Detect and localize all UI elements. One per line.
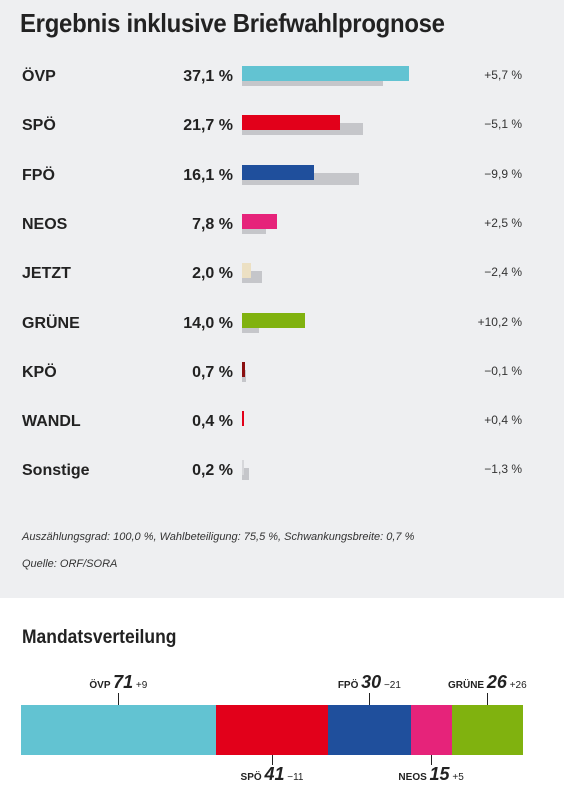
result-row-ovp: ÖVP 37,1 % +5,7 % bbox=[0, 64, 564, 94]
seat-label-tick bbox=[272, 755, 273, 765]
current-result-bar bbox=[242, 214, 278, 229]
percent-value: 16,1 % bbox=[183, 167, 233, 184]
percent-value: 0,7 % bbox=[192, 364, 233, 381]
seat-label-tick bbox=[118, 693, 119, 705]
previous-result-bar bbox=[242, 468, 249, 480]
seat-party-name: GRÜNE bbox=[447, 680, 487, 691]
seat-count: 26 bbox=[486, 672, 507, 692]
seat-label-neos: NEOS 15 +5 bbox=[398, 764, 463, 785]
party-name: SPÖ bbox=[22, 117, 56, 134]
result-row-sonstige: Sonstige 0,2 % −1,3 % bbox=[0, 458, 564, 488]
seat-party-name: SPÖ bbox=[240, 772, 265, 783]
percent-value: 0,2 % bbox=[192, 462, 233, 479]
source: Quelle: ORF/SORA bbox=[22, 558, 118, 570]
seat-label-fpo: FPÖ 30 −21 bbox=[338, 672, 401, 693]
current-result-bar bbox=[242, 313, 306, 328]
party-name: WANDL bbox=[22, 413, 81, 430]
results-panel: Ergebnis inklusive Briefwahlprognose ÖVP… bbox=[0, 0, 564, 598]
seat-count: 30 bbox=[361, 672, 382, 692]
seat-distribution-bar bbox=[21, 705, 523, 755]
seat-change: −11 bbox=[284, 772, 304, 783]
seat-count: 41 bbox=[264, 764, 285, 784]
seat-label-tick bbox=[431, 755, 432, 765]
seat-segment-neos bbox=[410, 705, 452, 755]
change-value: +0,4 % bbox=[484, 413, 522, 427]
seat-change: +9 bbox=[133, 680, 148, 691]
result-row-jetzt: JETZT 2,0 % −2,4 % bbox=[0, 261, 564, 291]
percent-value: 21,7 % bbox=[183, 117, 233, 134]
current-result-bar bbox=[242, 66, 409, 81]
seat-label-grune: GRÜNE 26 +26 bbox=[448, 672, 527, 693]
current-result-bar bbox=[242, 263, 251, 278]
seat-change: −21 bbox=[381, 680, 401, 691]
seat-count: 15 bbox=[429, 764, 450, 784]
seat-label-tick bbox=[487, 693, 488, 705]
percent-value: 14,0 % bbox=[183, 315, 233, 332]
seat-change: +26 bbox=[506, 680, 527, 691]
seat-segment-fpo bbox=[328, 705, 411, 755]
seat-party-name: FPÖ bbox=[337, 680, 362, 691]
result-row-kpo: KPÖ 0,7 % −0,1 % bbox=[0, 360, 564, 390]
change-value: +10,2 % bbox=[477, 315, 522, 329]
result-row-grune: GRÜNE 14,0 % +10,2 % bbox=[0, 311, 564, 341]
party-name: FPÖ bbox=[22, 167, 55, 184]
current-result-bar bbox=[242, 460, 244, 475]
seat-segment-ovp bbox=[21, 705, 216, 755]
result-row-spo: SPÖ 21,7 % −5,1 % bbox=[0, 113, 564, 143]
change-value: −5,1 % bbox=[484, 117, 522, 131]
seat-party-name: NEOS bbox=[398, 772, 430, 783]
footnote: Auszählungsgrad: 100,0 %, Wahlbeteiligun… bbox=[22, 531, 415, 543]
result-row-fpo: FPÖ 16,1 % −9,9 % bbox=[0, 163, 564, 193]
current-result-bar bbox=[242, 115, 340, 130]
change-value: −2,4 % bbox=[484, 265, 522, 279]
result-row-wandl: WANDL 0,4 % +0,4 % bbox=[0, 409, 564, 439]
party-name: Sonstige bbox=[22, 462, 90, 479]
current-result-bar bbox=[242, 411, 244, 426]
change-value: −0,1 % bbox=[484, 364, 522, 378]
party-name: NEOS bbox=[22, 216, 68, 233]
percent-value: 7,8 % bbox=[192, 216, 233, 233]
seat-label-spo: SPÖ 41 −11 bbox=[241, 764, 304, 785]
seat-label-ovp: ÖVP 71 +9 bbox=[89, 672, 147, 693]
seat-count: 71 bbox=[113, 672, 134, 692]
seat-party-name: ÖVP bbox=[89, 680, 114, 691]
party-name: GRÜNE bbox=[22, 315, 80, 332]
seat-segment-grune bbox=[451, 705, 523, 755]
party-name: JETZT bbox=[22, 265, 71, 282]
seat-segment-spo bbox=[215, 705, 329, 755]
seat-title: Mandatsverteilung bbox=[22, 627, 177, 648]
party-name: KPÖ bbox=[22, 364, 57, 381]
percent-value: 0,4 % bbox=[192, 413, 233, 430]
percent-value: 37,1 % bbox=[183, 68, 233, 85]
change-value: −9,9 % bbox=[484, 167, 522, 181]
seat-label-tick bbox=[369, 693, 370, 705]
party-name: ÖVP bbox=[22, 68, 56, 85]
change-value: +2,5 % bbox=[484, 216, 522, 230]
change-value: −1,3 % bbox=[484, 462, 522, 476]
change-value: +5,7 % bbox=[484, 68, 522, 82]
chart-title: Ergebnis inklusive Briefwahlprognose bbox=[20, 8, 445, 38]
current-result-bar bbox=[242, 165, 315, 180]
percent-value: 2,0 % bbox=[192, 265, 233, 282]
result-row-neos: NEOS 7,8 % +2,5 % bbox=[0, 212, 564, 242]
seat-change: +5 bbox=[449, 772, 464, 783]
current-result-bar bbox=[242, 362, 246, 377]
